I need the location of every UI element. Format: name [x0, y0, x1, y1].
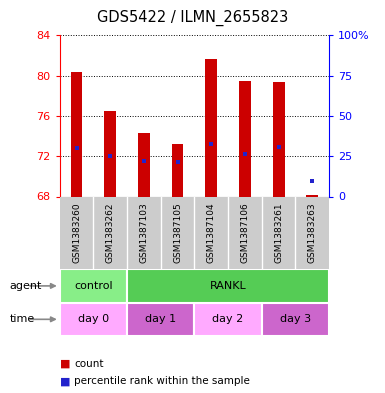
- Text: GSM1383261: GSM1383261: [274, 202, 283, 263]
- Text: GSM1387105: GSM1387105: [173, 202, 182, 263]
- Text: GSM1387103: GSM1387103: [139, 202, 148, 263]
- Text: ■: ■: [60, 376, 70, 386]
- Text: percentile rank within the sample: percentile rank within the sample: [74, 376, 250, 386]
- Text: GSM1387106: GSM1387106: [241, 202, 249, 263]
- Text: day 2: day 2: [213, 314, 244, 324]
- Bar: [205, 59, 217, 196]
- Bar: [104, 111, 116, 196]
- Text: day 3: day 3: [280, 314, 311, 324]
- Bar: [262, 303, 329, 336]
- Bar: [138, 133, 150, 196]
- Bar: [70, 72, 82, 196]
- Bar: [60, 269, 127, 303]
- Text: ■: ■: [60, 358, 70, 369]
- Text: day 1: day 1: [145, 314, 176, 324]
- Text: RANKL: RANKL: [210, 281, 246, 291]
- Text: agent: agent: [10, 281, 42, 291]
- Bar: [306, 195, 318, 196]
- Text: GSM1383262: GSM1383262: [106, 202, 115, 263]
- Bar: [127, 269, 329, 303]
- Bar: [273, 82, 285, 196]
- Text: day 0: day 0: [78, 314, 109, 324]
- Text: GSM1387104: GSM1387104: [207, 202, 216, 263]
- Text: control: control: [74, 281, 113, 291]
- Text: GSM1383260: GSM1383260: [72, 202, 81, 263]
- Text: time: time: [10, 314, 35, 324]
- Bar: [239, 81, 251, 196]
- Bar: [172, 144, 184, 196]
- Bar: [194, 303, 262, 336]
- Text: count: count: [74, 358, 104, 369]
- Bar: [60, 303, 127, 336]
- Text: GSM1383263: GSM1383263: [308, 202, 317, 263]
- Bar: [127, 303, 194, 336]
- Text: GDS5422 / ILMN_2655823: GDS5422 / ILMN_2655823: [97, 9, 288, 26]
